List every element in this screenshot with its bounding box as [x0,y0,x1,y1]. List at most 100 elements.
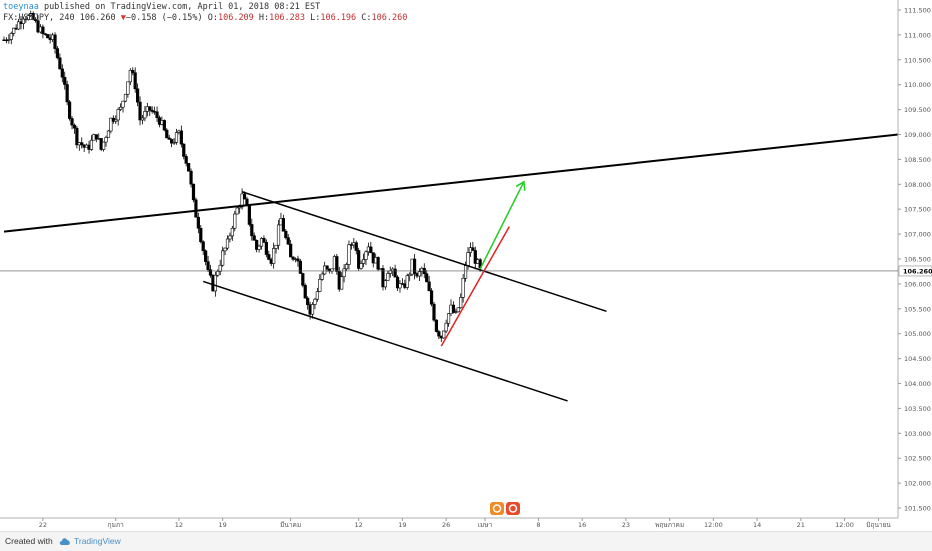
candle-up [213,274,217,292]
candle-up [128,70,132,83]
candle-down [182,143,186,157]
close-value: 106.260 [371,13,408,23]
candle-down [33,19,38,21]
candle-down [208,269,213,276]
candle-down [162,120,166,131]
candle-down [381,268,385,288]
last-price-label: 106.260 [903,267,932,275]
trendline-channel-lower[interactable] [202,280,568,402]
last-price-marker: 106.260 [0,265,932,277]
candle-down [357,250,361,269]
price-tick-label: 105.500 [904,305,931,313]
created-with-text: Created with [5,536,53,546]
price-tick-label: 104.000 [904,380,931,388]
watermark-logo [490,502,520,515]
time-tick-label: พฤษภาคม [655,521,684,529]
candle-down [393,268,397,278]
symbol-line: FX:USDJPY, 240 106.260 ▼−0.158 (−0.15%) … [3,13,407,24]
high-label: H: [253,13,270,23]
time-tick-label: 12 [175,521,183,529]
candle-up [106,130,111,138]
candle-down [247,204,251,225]
candle-up [463,265,468,279]
candle-up [347,244,351,265]
candle-up [216,271,220,276]
candle-up [405,275,409,288]
candle-down [67,101,72,119]
price-chart[interactable]: 111.500 111.000 110.500 110.000 109.500 109.0… [0,0,932,531]
candle-down [250,224,254,237]
candle-down [264,241,268,255]
candle-down [53,34,57,49]
time-tick-label: เมษา [478,521,493,529]
time-tick-label: มีนาคม [280,521,301,529]
candle-down [437,331,441,337]
price-tick-label: 103.500 [904,405,931,413]
price-tick-label: 102.500 [904,455,931,463]
candle-up [364,251,368,260]
price-tick-label: 102.000 [904,480,931,488]
price-tick-label: 107.000 [904,231,931,239]
footer-bar: Created with TradingView [0,531,932,551]
candle-down [55,48,60,59]
trendline-channel-upper[interactable] [241,191,607,313]
time-tick-label: 19 [219,521,227,529]
candle-up [21,18,26,24]
arrow-head-icon [515,180,526,191]
candle-down [434,319,439,332]
candle-down [170,139,174,144]
candle-up [230,227,234,237]
candle-down [429,290,434,305]
price-tick-label: 109.500 [904,106,931,114]
candle-up [233,213,237,229]
candle-down [267,254,271,260]
candle-up [109,117,113,132]
candle-up [223,247,227,252]
candle-up [318,279,322,292]
trendline-rally-line[interactable] [440,226,510,347]
candle-up [323,265,327,275]
candle-down [75,127,79,146]
candle-up [225,238,230,249]
candle-down [262,238,266,243]
candle-up [461,277,465,298]
candle-down [199,227,203,243]
candle-down [201,241,205,252]
price-tick-label: 105.000 [904,330,931,338]
candle-up [143,111,147,119]
candle-up [26,15,30,20]
candle-up [140,117,145,121]
publish-line: toeynaa published on TradingView.com, Ap… [3,2,407,13]
candle-down [167,137,171,140]
candle-up [218,264,222,272]
time-axis[interactable]: 22 กุมภา 12 19 มีนาคม 12 19 26 เมษา 8 16 23 พฤษภาคม 1… [39,518,892,529]
candle-down [303,285,307,299]
tradingview-brand-link[interactable]: TradingView [74,536,121,546]
author-link[interactable]: toeynaa [3,2,39,12]
candle-up [9,33,13,40]
candle-up [386,273,390,281]
candle-down [412,258,417,274]
candle-down [184,156,188,164]
candle-up [383,280,388,288]
trendline-projection-arrow[interactable] [479,181,525,270]
price-axis[interactable]: 111.500 111.000 110.500 110.000 109.500 109.0… [898,6,931,513]
candle-down [395,276,400,289]
low-value: 106.196 [320,13,357,23]
candle-down [242,193,247,200]
candle-up [12,27,16,34]
candle-down [63,76,67,85]
trendlines[interactable] [3,133,899,402]
candle-down [325,265,329,270]
candle-up [276,224,281,246]
trendline-long-resistance[interactable] [3,133,899,233]
candle-up [221,250,225,266]
price-tick-label: 106.500 [904,256,931,264]
candle-down [80,142,84,146]
candle-down [31,13,35,20]
time-tick-label: 19 [398,521,406,529]
candle-down [291,256,295,260]
candle-up [126,81,130,95]
price-tick-label: 111.000 [904,31,931,39]
candle-down [41,26,45,35]
